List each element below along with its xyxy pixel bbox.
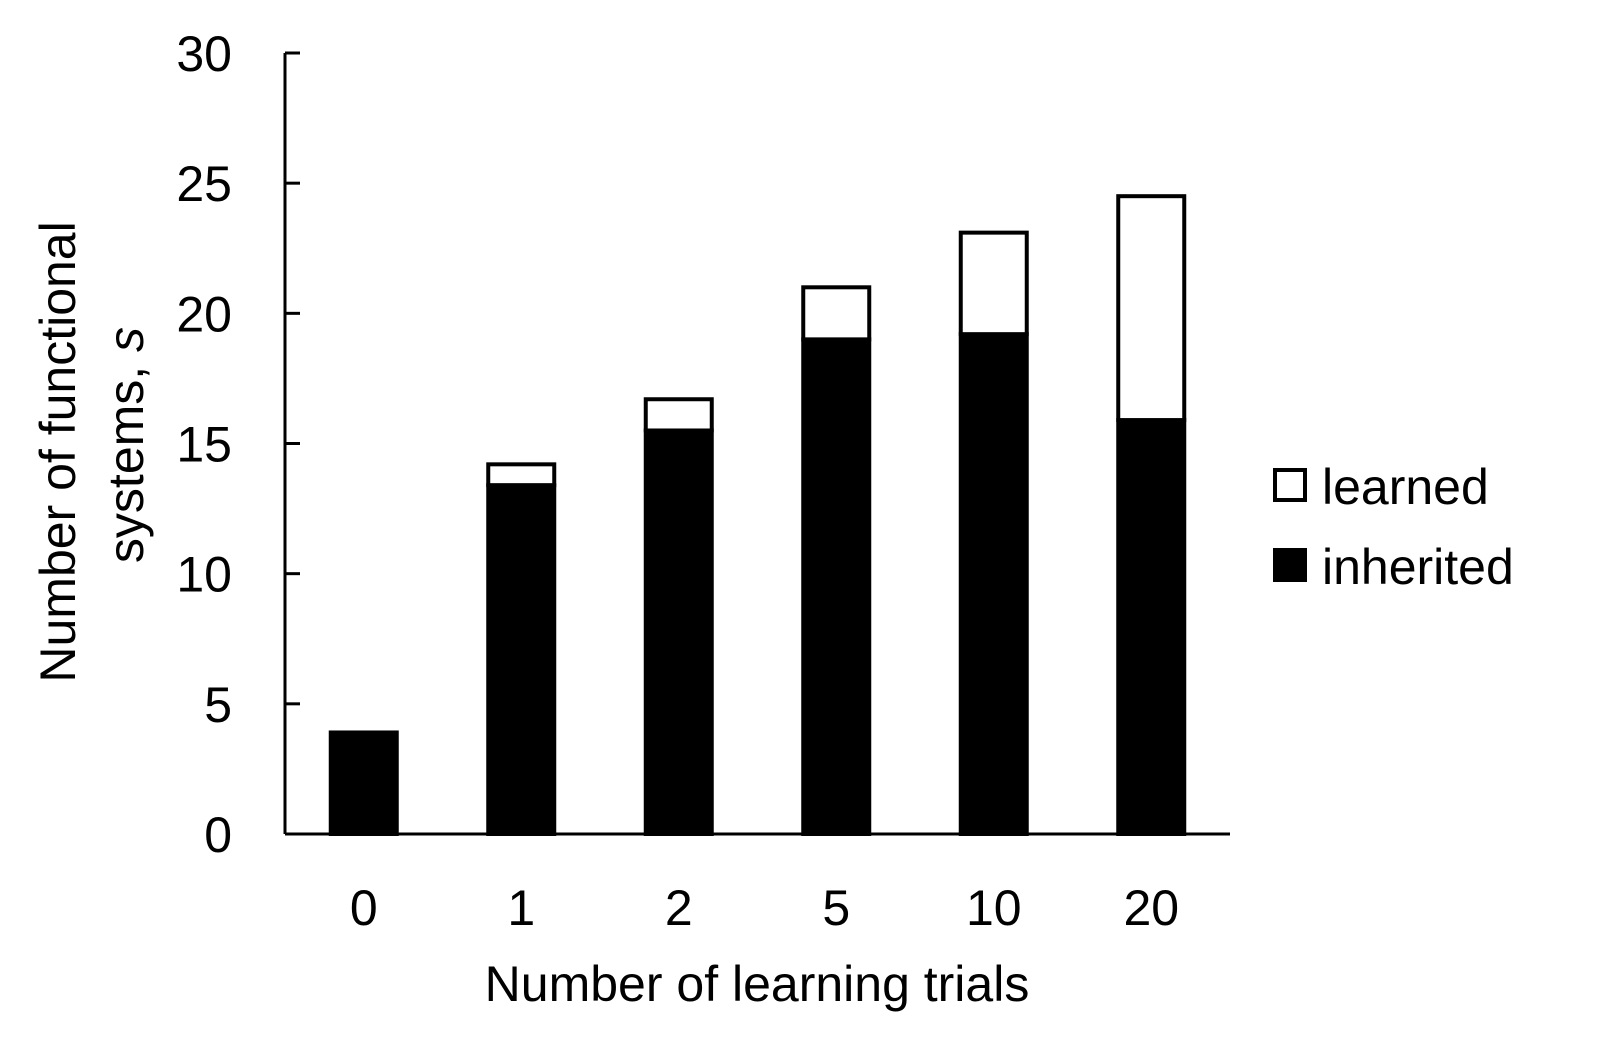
x-tick-label: 10 — [966, 880, 1022, 936]
bar-segment-inherited — [1116, 418, 1187, 836]
bar-segment-learned — [801, 285, 872, 342]
bar-segment-learned — [958, 230, 1029, 337]
legend-label-learned: learned — [1322, 459, 1489, 515]
bar-segment-learned — [486, 462, 557, 488]
y-tick-label: 20 — [176, 286, 232, 342]
y-axis: 0 5 10 15 20 25 30 — [176, 26, 300, 863]
x-tick-label: 1 — [507, 880, 535, 936]
bar-segment-learned — [643, 397, 714, 433]
y-tick-label: 25 — [176, 156, 232, 212]
legend-swatch-learned — [1273, 468, 1307, 502]
y-axis-title-line-2: systems, s — [98, 327, 154, 563]
legend: learned inherited — [1273, 459, 1514, 595]
x-tick-label: 20 — [1123, 880, 1179, 936]
bar-segment-inherited — [958, 332, 1029, 836]
x-axis: 0 1 2 5 10 20 — [285, 832, 1230, 936]
y-tick-label: 5 — [204, 677, 232, 733]
bar-segment-inherited — [328, 730, 399, 836]
x-tick-label: 5 — [822, 880, 850, 936]
y-tick-label: 15 — [176, 417, 232, 473]
bar-segment-inherited — [486, 483, 557, 836]
x-tick-label: 0 — [350, 880, 378, 936]
y-axis-title-variable: s — [98, 327, 154, 352]
bars — [328, 194, 1187, 836]
bar-segment-inherited — [643, 428, 714, 836]
bar-segment-inherited — [801, 337, 872, 836]
x-axis-title: Number of learning trials — [485, 956, 1030, 1012]
y-tick-label: 0 — [204, 807, 232, 863]
y-tick-label: 30 — [176, 26, 232, 82]
legend-swatch-inherited — [1273, 548, 1307, 582]
bar-segment-learned — [1116, 194, 1187, 423]
legend-label-inherited: inherited — [1322, 539, 1514, 595]
x-tick-label: 2 — [665, 880, 693, 936]
y-axis-title-line-1: Number of functional — [30, 221, 86, 682]
y-tick-label: 10 — [176, 547, 232, 603]
y-axis-title: Number of functional systems, s — [30, 207, 154, 682]
